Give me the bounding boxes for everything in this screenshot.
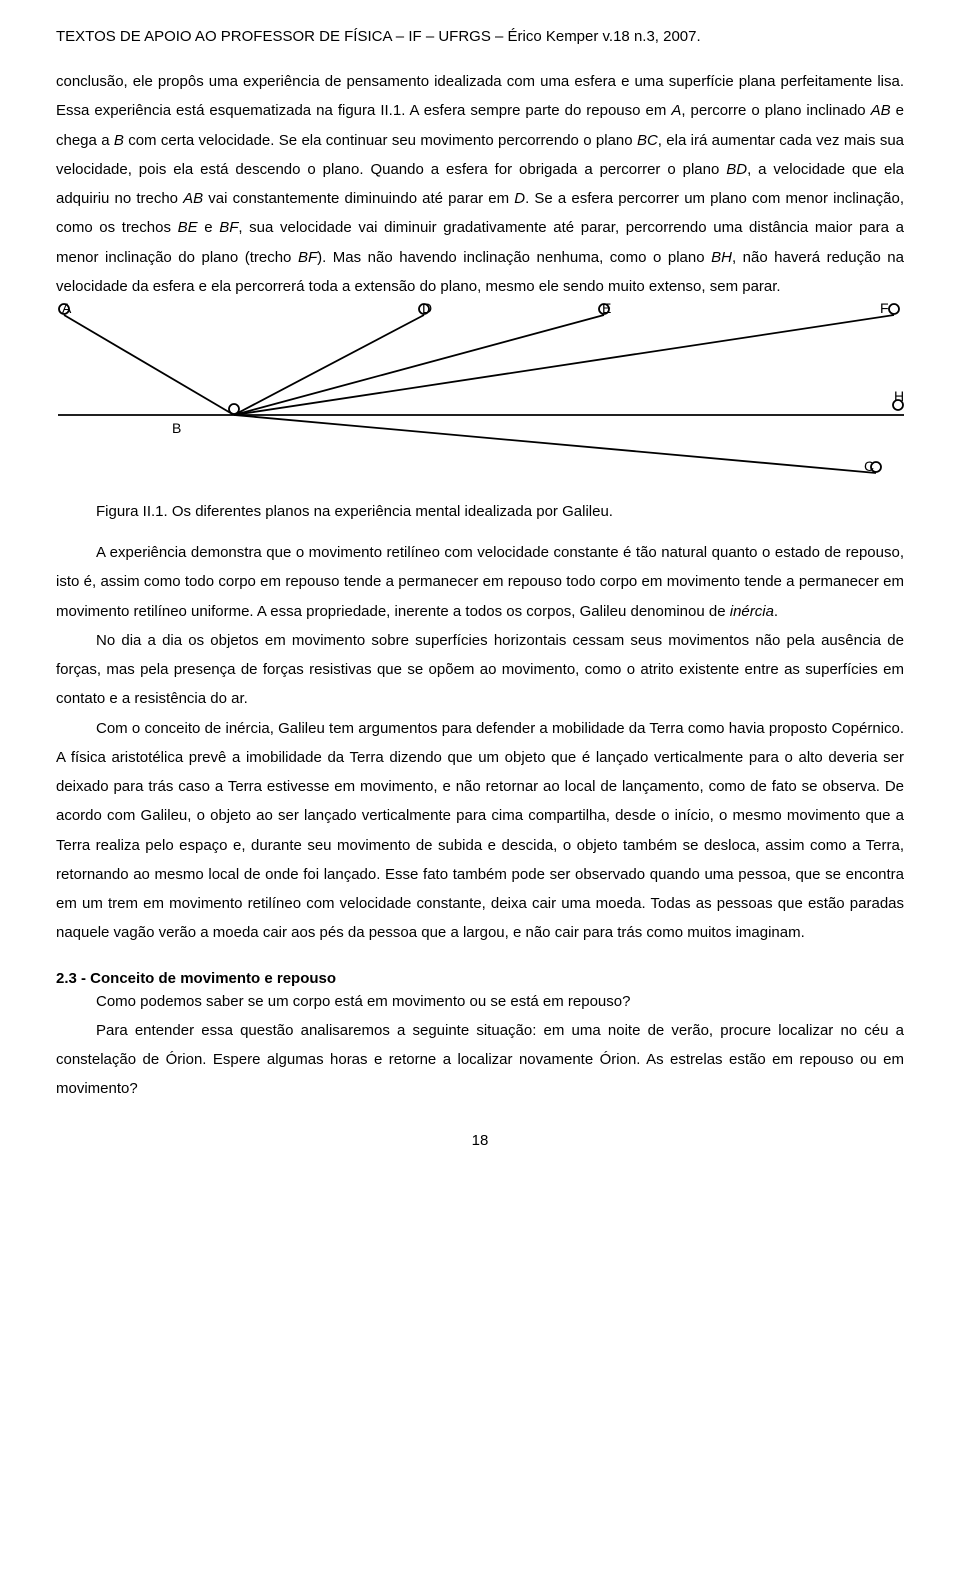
p1-italic-BE: BE bbox=[178, 219, 198, 236]
p1-italic-D: D bbox=[514, 190, 525, 207]
p1-text-i: e bbox=[198, 219, 220, 236]
p1-italic-BH: BH bbox=[711, 249, 732, 266]
svg-text:E: E bbox=[602, 303, 611, 316]
p1-italic-BF2: BF bbox=[298, 249, 317, 266]
figure-caption: Figura II.1. Os diferentes planos na exp… bbox=[96, 503, 904, 520]
svg-text:H: H bbox=[894, 388, 904, 404]
figure-galileo-planes: A D E F B H C bbox=[56, 303, 904, 493]
svg-text:B: B bbox=[172, 420, 181, 436]
page-header: TEXTOS DE APOIO AO PROFESSOR DE FÍSICA –… bbox=[56, 28, 904, 45]
section-question-1: Como podemos saber se um corpo está em m… bbox=[56, 987, 904, 1016]
paragraph-4: Com o conceito de inércia, Galileu tem a… bbox=[56, 714, 904, 948]
p1-text-k: ). Mas não havendo inclinação nenhuma, c… bbox=[317, 249, 711, 266]
p1-italic-BF: BF bbox=[219, 219, 238, 236]
p2-italic-inercia: inércia bbox=[730, 603, 774, 620]
p1-italic-BC: BC bbox=[637, 132, 658, 149]
p1-text-g: vai constantemente diminuindo até parar … bbox=[203, 190, 514, 207]
svg-text:F: F bbox=[880, 303, 889, 316]
p1-italic-A: A bbox=[671, 102, 681, 119]
svg-text:A: A bbox=[62, 303, 72, 316]
p1-italic-BD: BD bbox=[726, 161, 747, 178]
section-title-2-3: 2.3 - Conceito de movimento e repouso bbox=[56, 970, 904, 987]
svg-text:C: C bbox=[864, 458, 874, 474]
page-number: 18 bbox=[56, 1132, 904, 1149]
p1-text-b: , percorre o plano inclinado bbox=[681, 102, 870, 119]
svg-text:D: D bbox=[422, 303, 432, 316]
p1-italic-B: B bbox=[114, 132, 124, 149]
p2-text-b: . bbox=[774, 603, 778, 620]
p1-italic-AB: AB bbox=[871, 102, 891, 119]
p1-text-d: com certa velocidade. Se ela continuar s… bbox=[124, 132, 637, 149]
p1-italic-AB2: AB bbox=[183, 190, 203, 207]
body-text-block-2: A experiência demonstra que o movimento … bbox=[56, 538, 904, 948]
paragraph-2: A experiência demonstra que o movimento … bbox=[56, 538, 904, 626]
body-text-block-3: Como podemos saber se um corpo está em m… bbox=[56, 987, 904, 1104]
body-text-block-1: conclusão, ele propôs uma experiência de… bbox=[56, 67, 904, 301]
paragraph-3: No dia a dia os objetos em movimento sob… bbox=[56, 626, 904, 714]
section-question-2: Para entender essa questão analisaremos … bbox=[56, 1016, 904, 1104]
paragraph-1: conclusão, ele propôs uma experiência de… bbox=[56, 67, 904, 301]
